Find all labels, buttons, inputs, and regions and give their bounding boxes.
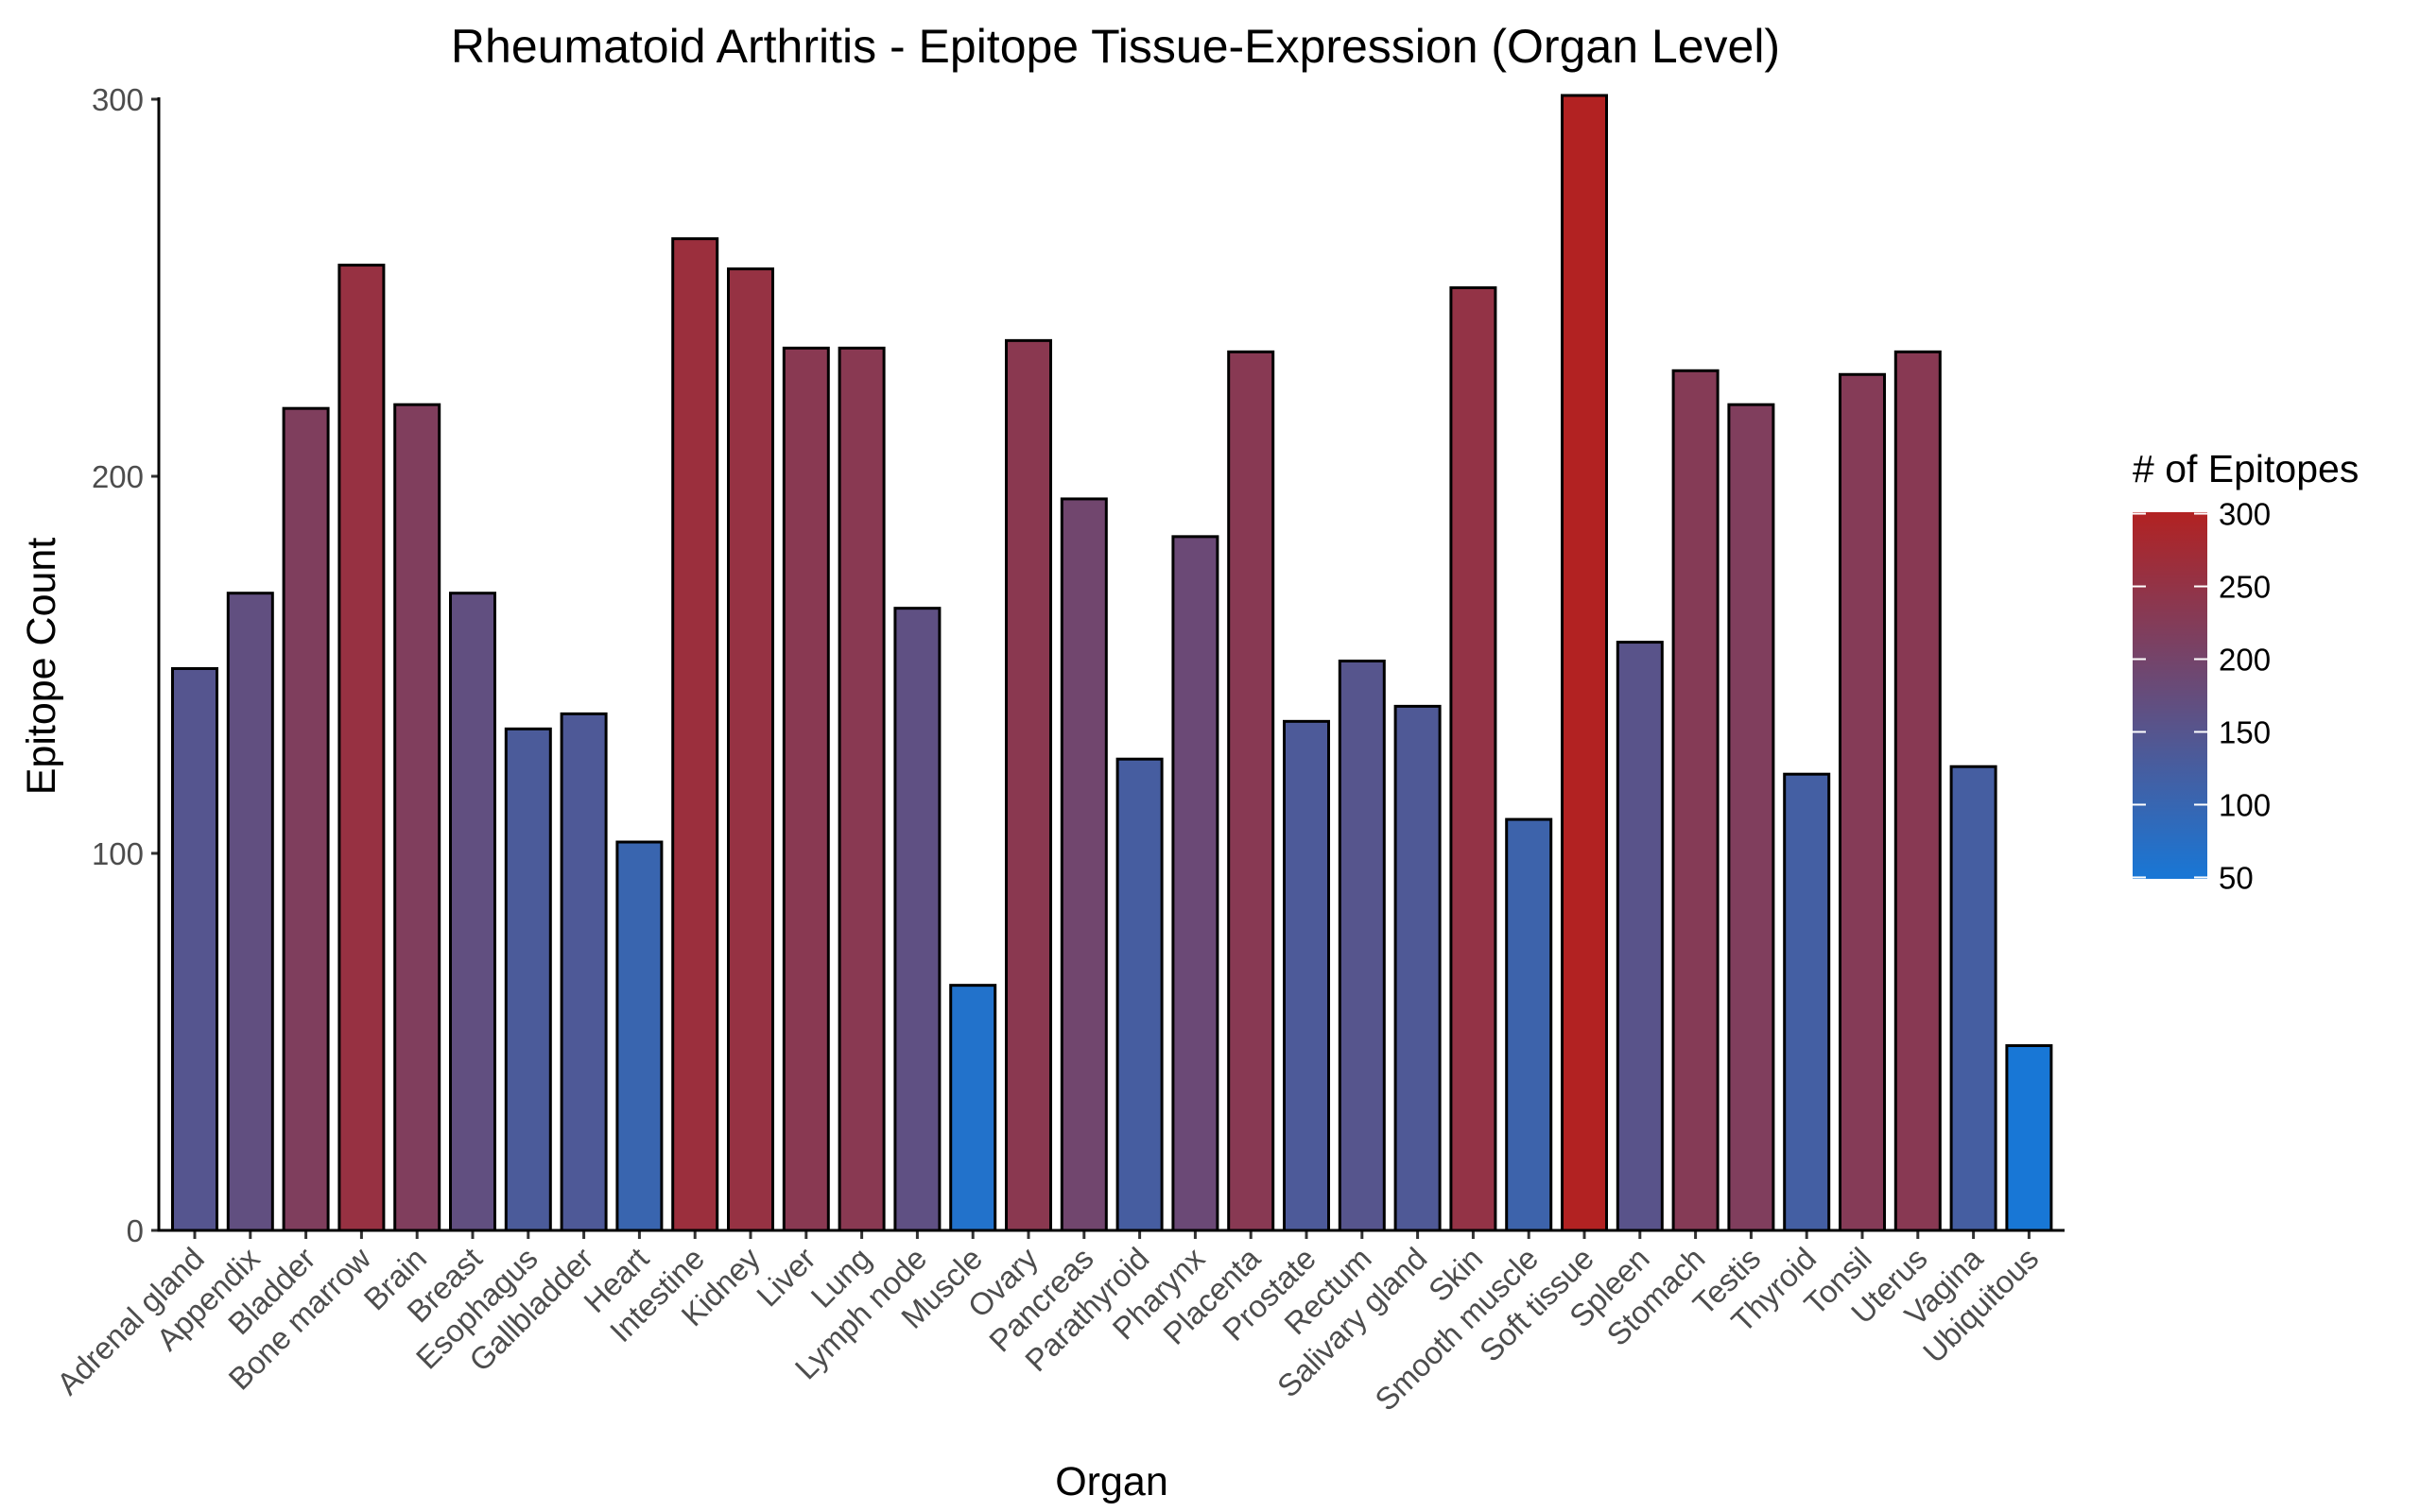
bar <box>1449 286 1497 1232</box>
bar <box>1783 772 1831 1232</box>
bar <box>393 403 441 1232</box>
bar <box>1671 369 1720 1232</box>
bar <box>1893 350 1942 1232</box>
y-axis-ticks: 0 100 200 300 <box>92 82 159 1248</box>
bar <box>282 406 330 1232</box>
y-axis-title: Epitope Count <box>19 538 64 796</box>
bar <box>615 840 664 1232</box>
bar <box>1171 535 1219 1232</box>
y-tick-label: 300 <box>92 82 144 117</box>
bar <box>1115 757 1164 1232</box>
bar <box>1005 338 1052 1232</box>
bar <box>893 607 942 1232</box>
bar <box>1949 765 1997 1232</box>
x-axis-title: Organ <box>1055 1459 1168 1504</box>
bar <box>1561 94 1608 1232</box>
legend-tick-label: 300 <box>2219 497 2271 532</box>
legend-tick-label: 100 <box>2219 787 2271 822</box>
bar <box>1616 641 1664 1232</box>
y-tick-label: 100 <box>92 836 144 871</box>
bar <box>1505 817 1553 1232</box>
bar <box>1060 497 1108 1232</box>
legend-tick-label: 250 <box>2219 570 2271 605</box>
bar <box>1338 660 1386 1232</box>
legend-tick-label: 150 <box>2219 714 2271 749</box>
bar <box>727 267 774 1232</box>
legend-tick-label: 200 <box>2219 643 2271 678</box>
chart-title: Rheumatoid Arthritis - Epitope Tissue-Ex… <box>451 20 1780 73</box>
bar <box>337 264 386 1232</box>
bar <box>226 592 274 1232</box>
y-tick-label: 0 <box>127 1213 144 1248</box>
legend-ticks: 300 250 200 150 100 50 <box>2133 497 2271 895</box>
bar <box>2005 1043 2053 1232</box>
bar <box>782 346 830 1232</box>
bar <box>449 592 496 1232</box>
bar <box>671 237 719 1232</box>
bar <box>1227 350 1275 1232</box>
bar <box>171 666 218 1232</box>
bar <box>1283 719 1330 1232</box>
bar <box>504 727 552 1232</box>
legend-colorbar <box>2133 512 2207 879</box>
bar <box>838 346 886 1232</box>
y-tick-label: 200 <box>92 459 144 494</box>
legend-tick-label: 50 <box>2219 860 2254 895</box>
bar <box>1839 372 1886 1232</box>
bar <box>1727 403 1775 1232</box>
bar <box>560 712 608 1232</box>
x-tick-label: Liver <box>750 1241 822 1314</box>
legend-title: # of Epitopes <box>2133 447 2359 490</box>
bar <box>1393 704 1442 1232</box>
bar <box>949 984 997 1232</box>
bars <box>171 94 2053 1232</box>
